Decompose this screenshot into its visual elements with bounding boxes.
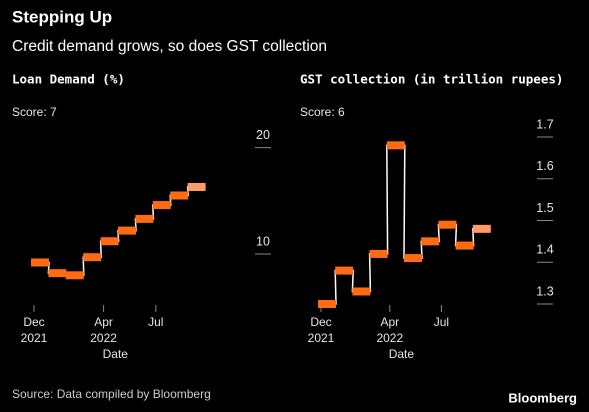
x-tick-label: Jul [434, 315, 449, 329]
y-tick-label: 1.7 [536, 117, 553, 131]
annotation: Score: 6 [300, 105, 345, 119]
x-tick-year: 2021 [308, 331, 335, 345]
y-tick-label: 1.4 [536, 243, 553, 257]
y-tick-label: 1.3 [536, 284, 553, 298]
x-axis-label: Date [389, 347, 415, 361]
subtitle: Credit demand grows, so does GST collect… [12, 38, 327, 55]
step-marker [152, 201, 171, 210]
y-tick-label: 1.5 [536, 201, 553, 215]
title: Stepping Up [12, 7, 112, 26]
step-marker [100, 237, 119, 246]
source: Source: Data compiled by Bloomberg [12, 387, 211, 401]
step-marker [83, 253, 102, 262]
brand: Bloomberg [508, 390, 577, 405]
step-marker [135, 214, 154, 223]
x-tick-label: Apr [380, 315, 399, 329]
step-marker [318, 300, 336, 308]
x-axis-label: Date [103, 347, 129, 361]
step-marker [65, 271, 84, 280]
step-marker [472, 224, 491, 233]
step-marker [421, 237, 440, 246]
x-tick-label: Jul [148, 315, 163, 329]
step-marker [369, 249, 388, 258]
step-marker [118, 226, 136, 235]
chart-subtitle: Loan Demand (%) [12, 72, 125, 87]
x-tick-label: Apr [94, 315, 113, 329]
y-tick-label: 20 [256, 128, 270, 142]
chart-subtitle: GST collection (in trillion rupees) [300, 72, 563, 87]
step-marker [170, 191, 189, 200]
step-marker [352, 287, 371, 296]
step-marker [438, 220, 457, 229]
x-tick-label: Dec [23, 315, 44, 329]
y-tick-label: 10 [256, 234, 270, 248]
x-tick-year: 2022 [376, 331, 403, 345]
step-marker [404, 254, 422, 263]
step-marker [187, 182, 206, 191]
x-tick-year: 2021 [21, 331, 48, 345]
y-tick-label: 1.6 [536, 159, 553, 173]
step-marker [335, 266, 354, 275]
step-line [318, 144, 491, 305]
step-marker [386, 141, 405, 150]
x-tick-year: 2022 [90, 331, 117, 345]
step-marker [31, 258, 49, 267]
step-marker [48, 269, 67, 278]
step-marker [455, 241, 474, 250]
x-tick-label: Dec [310, 315, 331, 329]
annotation: Score: 7 [12, 105, 57, 119]
